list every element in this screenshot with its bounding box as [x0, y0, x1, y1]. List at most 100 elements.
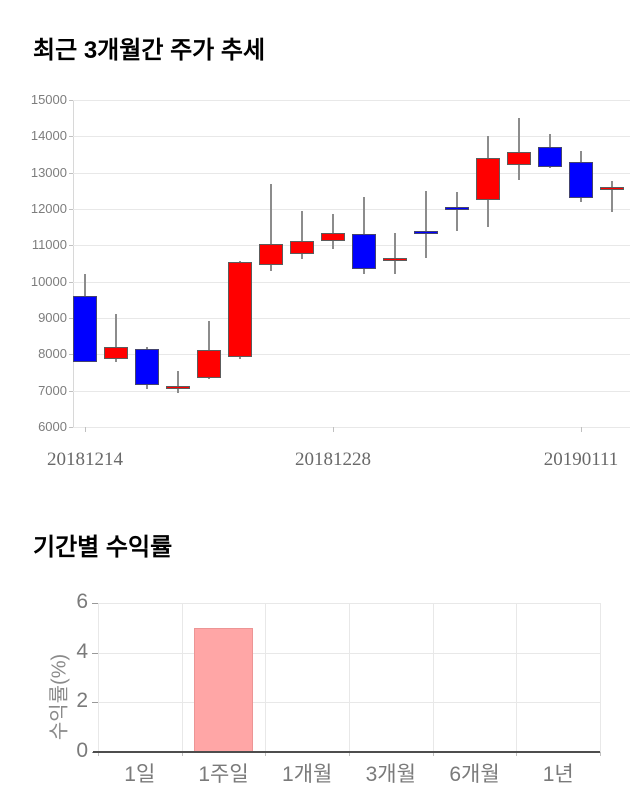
price-y-tick-label: 12000 — [30, 201, 67, 216]
returns-vertical-gridline — [516, 603, 517, 752]
price-gridline — [73, 136, 630, 137]
candle-body-rising — [600, 186, 624, 191]
price-y-tick-label: 6000 — [38, 419, 67, 434]
candle-body-rising — [507, 151, 531, 166]
candle-wick — [115, 314, 117, 362]
returns-x-tick-mark — [600, 752, 601, 756]
returns-vertical-gridline — [600, 603, 601, 752]
price-gridline — [73, 318, 630, 319]
price-y-tick-label: 13000 — [30, 165, 67, 180]
candle-body-falling — [414, 230, 438, 234]
returns-vertical-gridline — [433, 603, 434, 752]
returns-category-label: 1개월 — [282, 763, 333, 786]
price-gridline — [73, 391, 630, 392]
price-y-tick-label: 10000 — [30, 274, 67, 289]
candle-wick — [518, 118, 520, 181]
candle-body-rising — [321, 232, 345, 241]
candle-body-falling — [445, 207, 469, 211]
candle-body-rising — [166, 385, 190, 389]
candle-body-falling — [135, 348, 159, 386]
price-y-tick-mark — [69, 318, 73, 319]
price-y-axis-line — [73, 100, 74, 427]
candle-body-rising — [197, 349, 221, 378]
price-gridline — [73, 245, 630, 246]
candle-body-falling — [538, 147, 562, 168]
returns-vertical-gridline — [265, 603, 266, 752]
returns-category-label: 6개월 — [449, 763, 500, 786]
price-x-tick-label: 20181214 — [47, 449, 123, 470]
candle-body-falling — [569, 161, 593, 198]
candle-body-rising — [259, 243, 283, 265]
price-y-tick-mark — [69, 427, 73, 428]
returns-x-tick-mark — [182, 752, 183, 756]
candle-body-rising — [476, 158, 500, 200]
price-y-tick-mark — [69, 209, 73, 210]
candle-body-rising — [228, 261, 252, 358]
price-candlestick-chart: 15000 14000 13000 12000 11000 10000 9000 8000 70… — [30, 92, 630, 470]
returns-x-tick-mark — [265, 752, 266, 756]
price-x-tick-mark — [333, 427, 334, 432]
candle-body-rising — [383, 257, 407, 261]
candle-wick — [301, 211, 303, 260]
returns-y-tick-label: 6 — [76, 590, 88, 613]
price-gridline — [73, 100, 630, 101]
returns-x-tick-mark — [98, 752, 99, 756]
returns-y-tick-mark — [92, 603, 98, 604]
returns-category-label: 1일 — [124, 763, 156, 786]
candle-wick — [270, 183, 272, 271]
price-y-tick-label: 8000 — [38, 346, 67, 361]
price-y-tick-mark — [69, 354, 73, 355]
returns-y-tick-label: 4 — [76, 640, 88, 663]
price-gridline — [73, 209, 630, 210]
price-y-tick-label: 11000 — [31, 237, 67, 252]
candle-wick — [456, 191, 458, 231]
candle-wick — [611, 181, 613, 213]
price-y-tick-label: 15000 — [30, 92, 67, 107]
returns-y-tick-label: 0 — [76, 739, 88, 762]
price-gridline — [73, 282, 630, 283]
returns-vertical-gridline — [349, 603, 350, 752]
candle-wick — [177, 371, 179, 394]
price-y-tick-mark — [69, 282, 73, 283]
candle-body-falling — [73, 296, 97, 362]
price-gridline — [73, 354, 630, 355]
returns-x-tick-mark — [349, 752, 350, 756]
price-y-tick-label: 7000 — [38, 383, 67, 398]
returns-category-label: 1주일 — [198, 763, 249, 786]
returns-y-tick-mark — [92, 653, 98, 654]
returns-y-tick-mark — [92, 702, 98, 703]
candle-wick — [332, 214, 334, 249]
return-bar — [194, 627, 253, 752]
price-y-tick-mark — [69, 100, 73, 101]
price-y-tick-mark — [69, 391, 73, 392]
candle-wick — [208, 320, 210, 379]
returns-x-axis-line — [93, 751, 600, 753]
returns-category-label: 3개월 — [365, 763, 416, 786]
price-x-tick-label: 20181228 — [295, 449, 371, 470]
returns-y-tick-label: 2 — [76, 689, 88, 712]
price-y-tick-label: 9000 — [38, 310, 67, 325]
price-x-tick-mark — [581, 427, 582, 432]
price-x-tick-label: 20190111 — [543, 449, 619, 470]
returns-vertical-gridline — [182, 603, 183, 752]
price-y-tick-mark — [69, 136, 73, 137]
returns-x-tick-mark — [516, 752, 517, 756]
price-y-tick-mark — [69, 173, 73, 174]
returns-chart-title: 기간별 수익률 — [33, 534, 173, 561]
returns-vertical-gridline — [98, 603, 99, 752]
candle-body-rising — [290, 241, 314, 254]
price-y-tick-label: 14000 — [30, 128, 67, 143]
price-chart-title: 최근 3개월간 주가 추세 — [33, 37, 266, 64]
price-y-tick-mark — [69, 245, 73, 246]
price-gridline — [73, 173, 630, 174]
candle-wick — [394, 232, 396, 275]
returns-x-tick-mark — [433, 752, 434, 756]
returns-category-label: 1년 — [542, 763, 574, 786]
period-returns-bar-chart: 수익률(%) 0 2 4 6 1일 1주일 1개월 3개월 6개월 1년 — [0, 500, 640, 810]
candle-body-falling — [352, 234, 376, 269]
price-x-tick-mark — [85, 427, 86, 432]
candle-body-rising — [104, 347, 128, 360]
candle-wick — [425, 191, 427, 258]
price-gridline — [73, 427, 630, 428]
